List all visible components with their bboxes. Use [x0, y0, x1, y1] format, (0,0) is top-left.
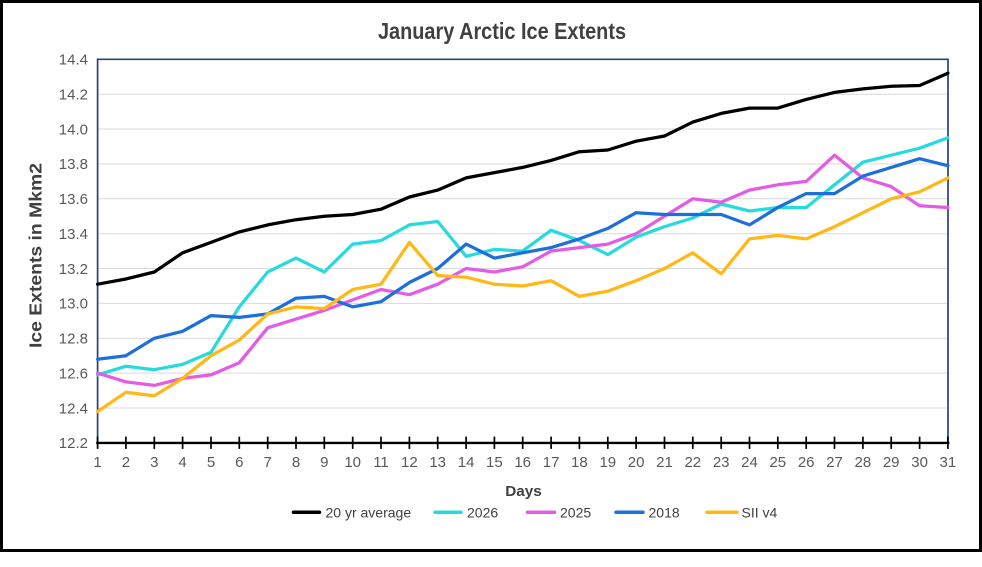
svg-text:5: 5: [207, 454, 215, 471]
svg-text:20 yr average: 20 yr average: [326, 504, 412, 520]
svg-text:7: 7: [264, 454, 272, 471]
svg-text:12.2: 12.2: [59, 435, 88, 452]
svg-text:2: 2: [122, 454, 130, 471]
svg-text:6: 6: [235, 454, 243, 471]
svg-text:28: 28: [855, 454, 872, 471]
svg-text:30: 30: [911, 454, 928, 471]
svg-text:24: 24: [741, 454, 758, 471]
svg-text:13.8: 13.8: [59, 156, 88, 173]
svg-text:14.0: 14.0: [59, 121, 88, 138]
svg-text:17: 17: [543, 454, 560, 471]
svg-text:Days: Days: [505, 483, 542, 500]
svg-text:22: 22: [684, 454, 701, 471]
svg-text:19: 19: [599, 454, 616, 471]
svg-text:1: 1: [93, 454, 101, 471]
svg-text:25: 25: [769, 454, 786, 471]
svg-text:14: 14: [458, 454, 475, 471]
svg-text:15: 15: [486, 454, 503, 471]
svg-text:12: 12: [401, 454, 418, 471]
svg-text:12.6: 12.6: [59, 365, 88, 382]
svg-text:3: 3: [150, 454, 158, 471]
svg-text:27: 27: [826, 454, 843, 471]
svg-text:14.2: 14.2: [59, 87, 88, 104]
svg-text:13.0: 13.0: [59, 296, 88, 313]
svg-text:14.4: 14.4: [59, 52, 88, 69]
svg-text:11: 11: [373, 454, 389, 471]
svg-text:23: 23: [713, 454, 730, 471]
svg-text:2026: 2026: [467, 504, 498, 520]
svg-text:8: 8: [292, 454, 300, 471]
svg-text:26: 26: [798, 454, 815, 471]
svg-text:29: 29: [883, 454, 900, 471]
svg-text:12.8: 12.8: [59, 331, 88, 348]
svg-text:13.2: 13.2: [59, 261, 88, 278]
svg-text:2025: 2025: [560, 504, 591, 520]
svg-text:January Arctic Ice Extents: January Arctic Ice Extents: [378, 18, 626, 44]
svg-text:21: 21: [656, 454, 673, 471]
svg-text:10: 10: [344, 454, 361, 471]
svg-text:20: 20: [628, 454, 645, 471]
svg-text:31: 31: [940, 454, 957, 471]
svg-text:4: 4: [178, 454, 186, 471]
svg-text:13.4: 13.4: [59, 226, 88, 243]
svg-text:SII v4: SII v4: [742, 504, 778, 520]
svg-text:Ice Extents in Mkm2: Ice Extents in Mkm2: [26, 163, 46, 348]
svg-text:2018: 2018: [649, 504, 680, 520]
svg-text:12.4: 12.4: [59, 400, 88, 417]
svg-text:13.6: 13.6: [59, 191, 88, 208]
svg-text:13: 13: [429, 454, 446, 471]
svg-text:9: 9: [320, 454, 328, 471]
svg-text:16: 16: [514, 454, 531, 471]
svg-text:18: 18: [571, 454, 588, 471]
